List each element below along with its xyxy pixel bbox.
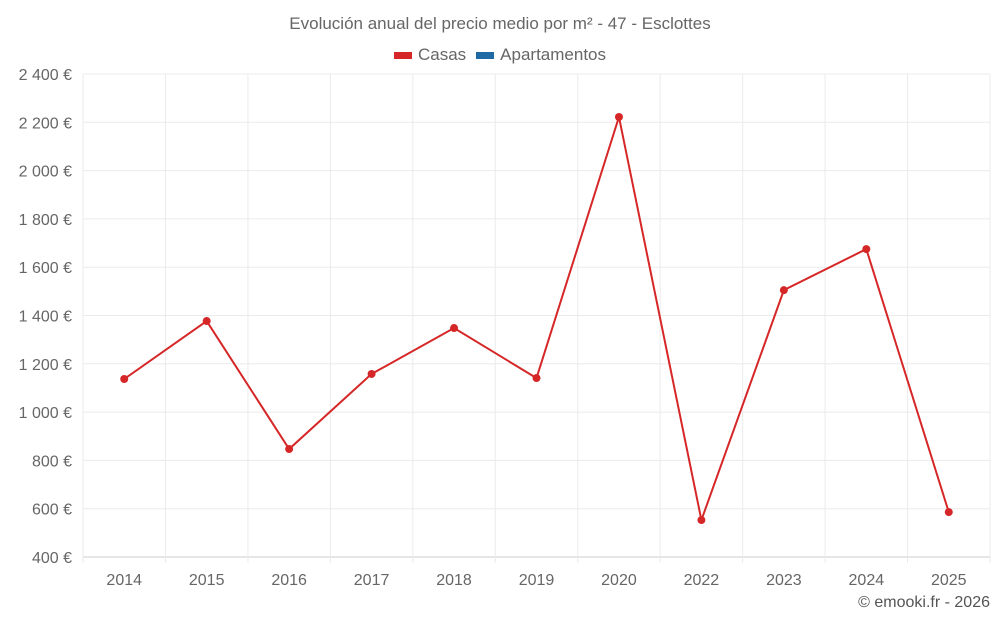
data-point: [697, 516, 706, 525]
y-tick-label: 1 800 €: [19, 212, 72, 229]
y-tick-label: 2 000 €: [19, 164, 72, 181]
x-tick-label: 2023: [766, 572, 802, 589]
y-tick-label: 800 €: [32, 453, 72, 470]
data-point: [120, 375, 129, 384]
legend-item-apartamentos[interactable]: Apartamentos: [476, 45, 606, 65]
x-tick-label: 2019: [519, 572, 555, 589]
data-point: [285, 445, 294, 454]
y-tick-label: 600 €: [32, 502, 72, 519]
y-tick-label: 1 600 €: [19, 260, 72, 277]
y-tick-label: 1 400 €: [19, 309, 72, 326]
y-tick-label: 1 000 €: [19, 405, 72, 422]
credit: © emooki.fr - 2026: [858, 594, 990, 611]
data-point: [614, 112, 623, 121]
y-tick-label: 2 400 €: [19, 67, 72, 84]
y-tick-label: 2 200 €: [19, 115, 72, 132]
x-tick-label: 2025: [931, 572, 967, 589]
y-tick-label: 400 €: [32, 550, 72, 567]
data-point: [862, 245, 871, 254]
x-tick-label: 2014: [106, 572, 142, 589]
x-tick-label: 2017: [354, 572, 390, 589]
data-point: [202, 317, 211, 326]
legend-swatch-apartamentos: [476, 51, 495, 59]
x-tick-label: 2024: [849, 572, 885, 589]
data-point: [532, 374, 541, 383]
legend-item-casas[interactable]: Casas: [393, 45, 467, 65]
data-point: [367, 369, 376, 378]
data-point: [944, 508, 953, 517]
y-tick-label: 1 200 €: [19, 357, 72, 374]
x-tick-label: 2016: [271, 572, 307, 589]
chart-title: Evolución anual del precio medio por m² …: [289, 14, 711, 33]
legend-label-casas: Casas: [417, 45, 467, 64]
x-tick-label: 2015: [189, 572, 225, 589]
x-tick-label: 2020: [601, 572, 637, 589]
x-tick-label: 2022: [684, 572, 720, 589]
x-tick-label: 2018: [436, 572, 472, 589]
legend-swatch-casas: [393, 51, 412, 59]
legend: Casas Apartamentos: [0, 45, 1000, 65]
legend-label-apartamentos: Apartamentos: [500, 45, 607, 64]
data-point: [779, 286, 788, 295]
data-point: [450, 324, 459, 333]
